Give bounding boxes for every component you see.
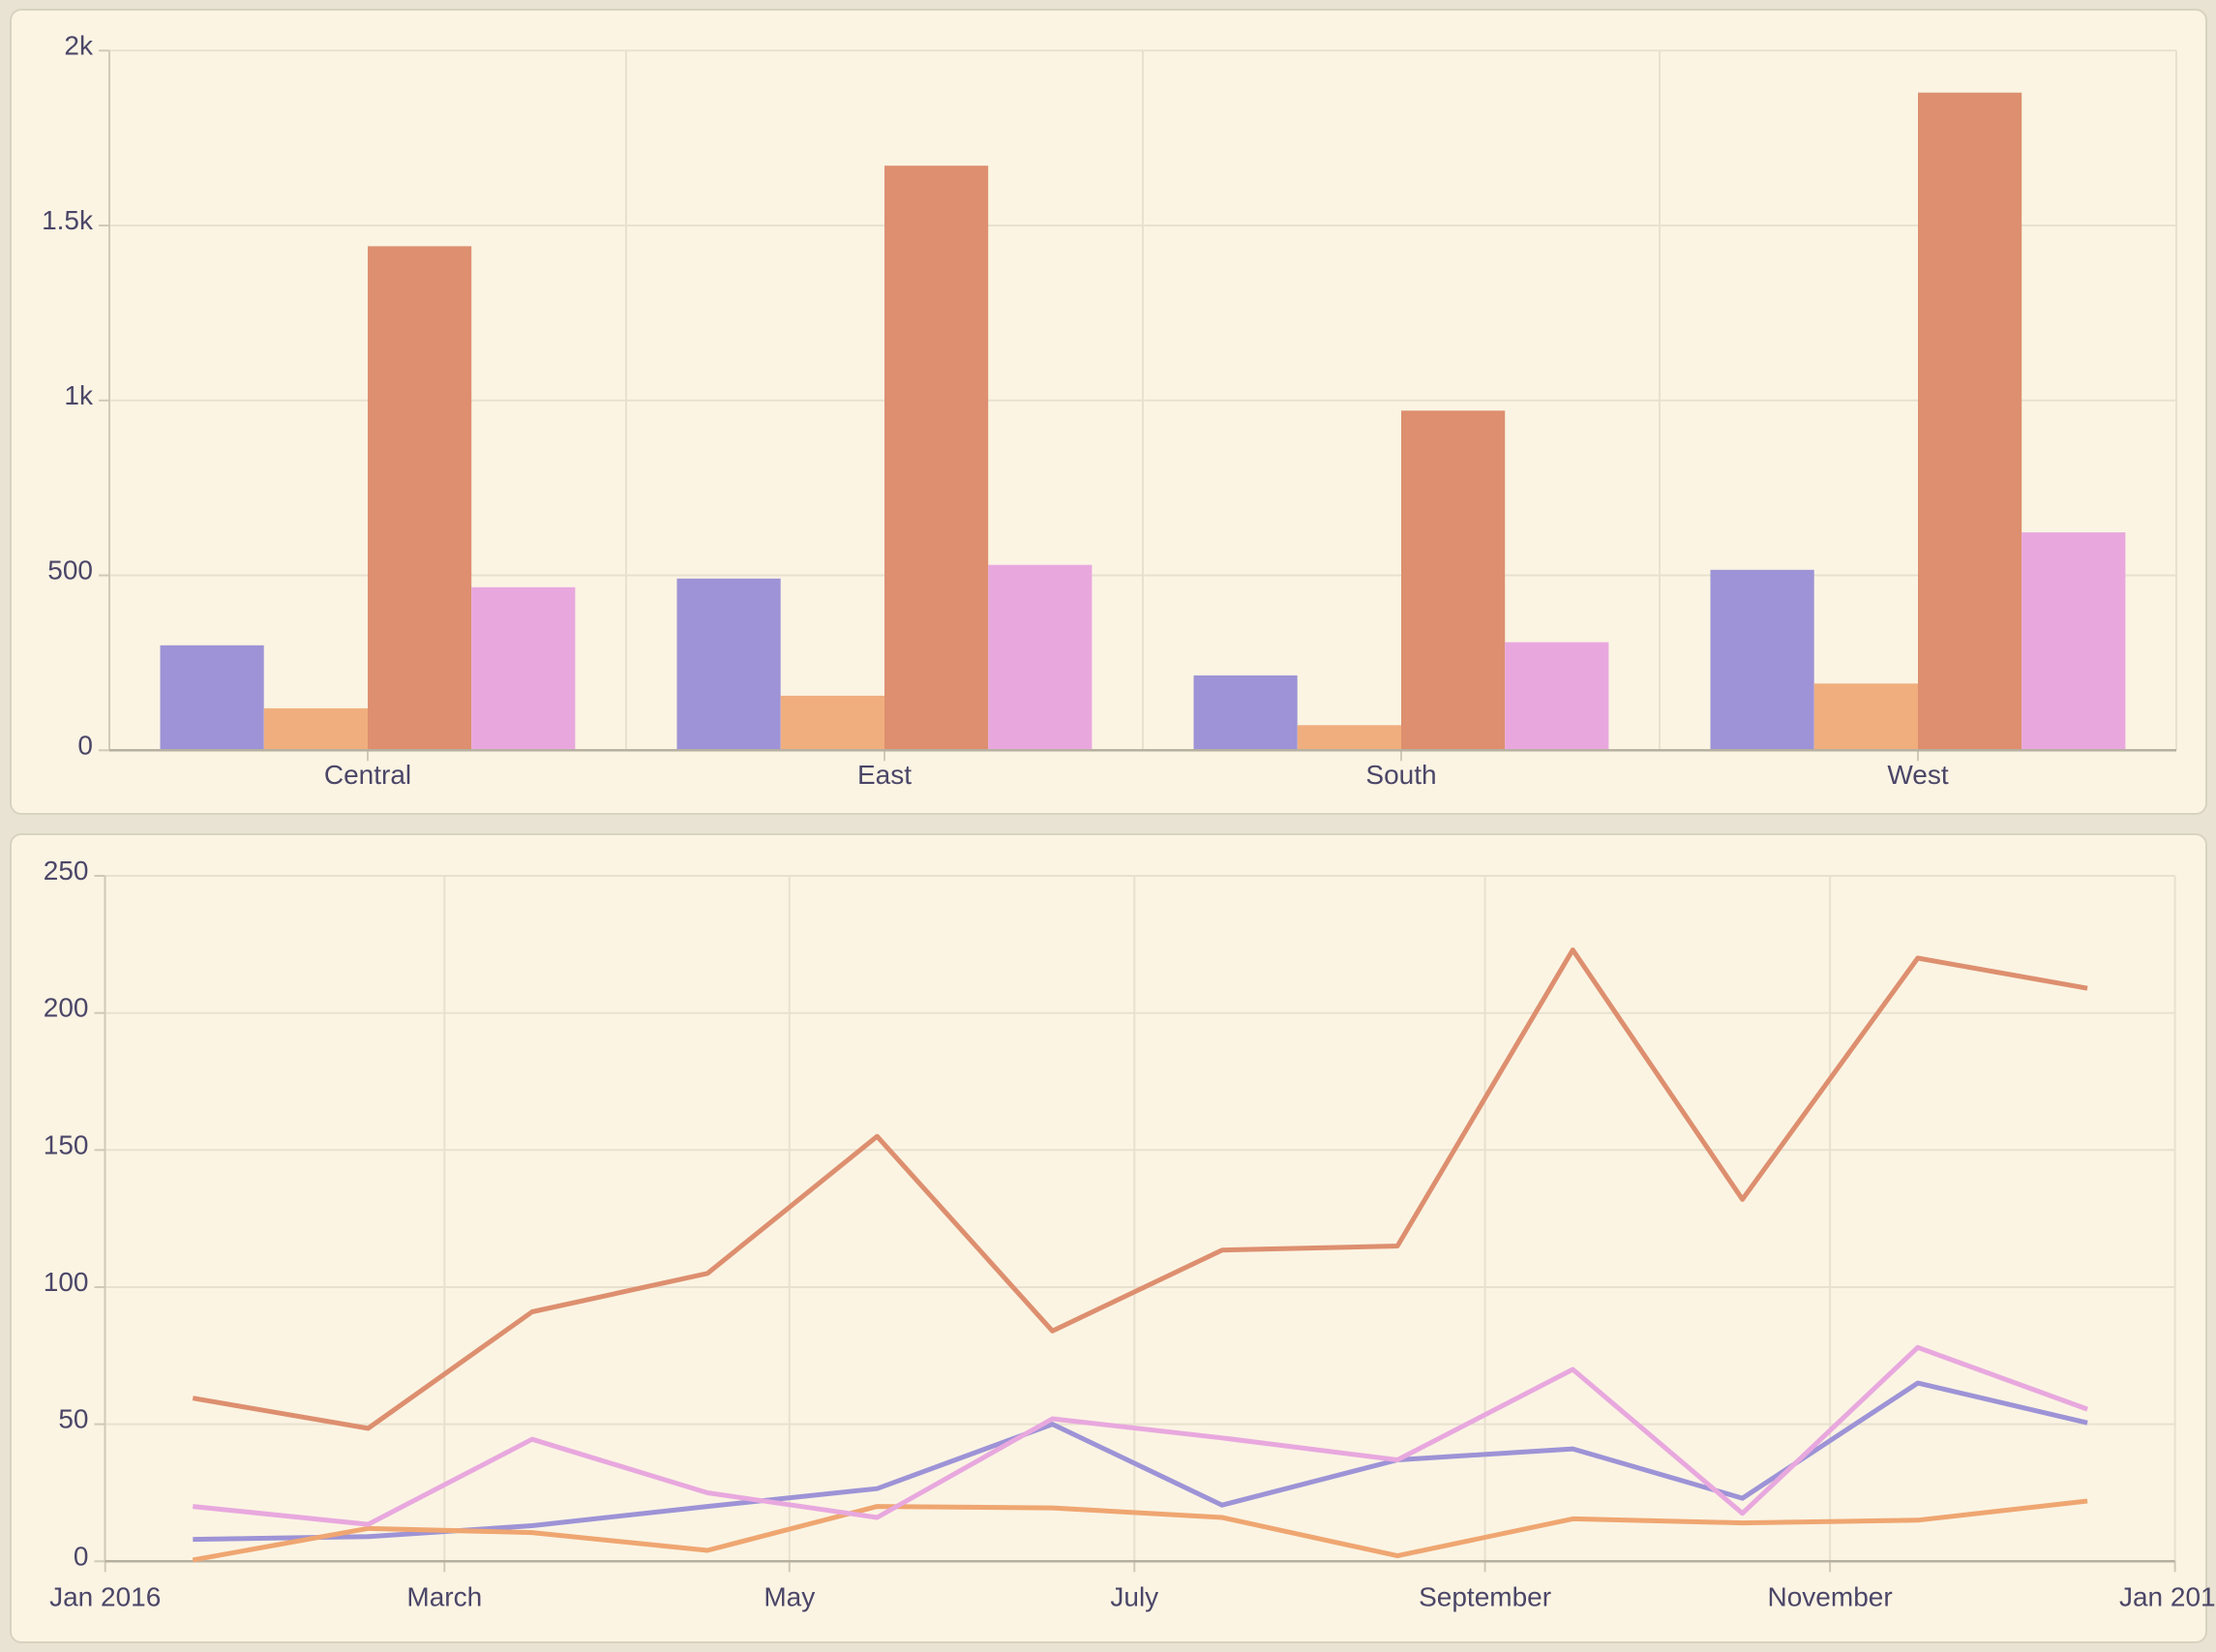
- svg-text:July: July: [1110, 1581, 1158, 1611]
- svg-text:250: 250: [44, 856, 89, 886]
- svg-text:150: 150: [44, 1129, 89, 1159]
- svg-text:0: 0: [77, 730, 93, 760]
- svg-text:100: 100: [44, 1267, 89, 1297]
- svg-text:September: September: [1419, 1581, 1551, 1611]
- svg-text:November: November: [1768, 1581, 1893, 1611]
- svg-text:West: West: [1887, 760, 1948, 790]
- svg-text:2k: 2k: [64, 30, 94, 60]
- svg-text:Jan 2017: Jan 2017: [2119, 1581, 2216, 1611]
- svg-text:March: March: [406, 1581, 482, 1611]
- svg-text:200: 200: [44, 992, 89, 1022]
- svg-text:50: 50: [58, 1403, 88, 1433]
- svg-text:May: May: [764, 1581, 815, 1611]
- svg-text:1.5k: 1.5k: [42, 205, 94, 235]
- svg-text:South: South: [1365, 760, 1436, 790]
- svg-text:0: 0: [74, 1541, 89, 1571]
- svg-text:1k: 1k: [64, 380, 94, 410]
- svg-text:East: East: [857, 760, 912, 790]
- svg-text:500: 500: [47, 556, 93, 586]
- svg-text:Jan 2016: Jan 2016: [49, 1581, 161, 1611]
- svg-text:Central: Central: [324, 760, 411, 790]
